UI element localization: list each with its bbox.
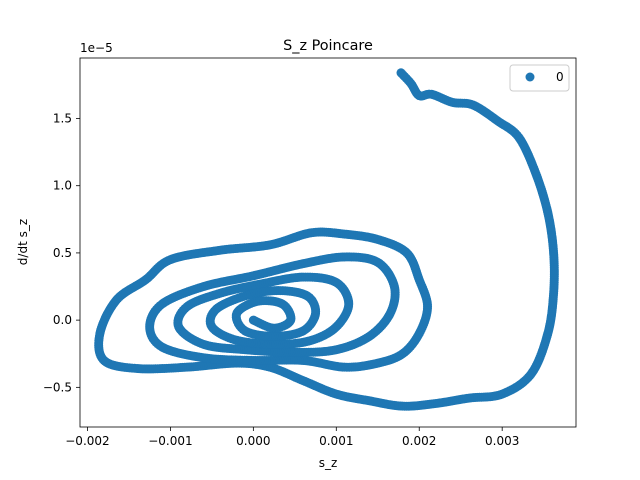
scatter-point (248, 315, 258, 325)
legend: 0 (509, 64, 570, 92)
y-tick-label: 0.5 (53, 246, 72, 260)
legend-box (509, 64, 570, 92)
legend-label: 0 (556, 70, 564, 84)
legend-marker (525, 72, 535, 82)
x-axis-ticks: −0.002 −0.001 0.000 0.001 0.002 0.003 (65, 427, 519, 448)
chart-title: S_z Poincare (283, 38, 373, 54)
x-tick-label: 0.001 (319, 434, 353, 448)
y-tick-label: 1.5 (53, 111, 72, 125)
x-tick-label: 0.002 (402, 434, 436, 448)
x-axis-title: s_z (319, 456, 338, 470)
x-tick-label: 0.000 (236, 434, 270, 448)
x-tick-label: 0.003 (485, 434, 519, 448)
y-axis-offset-text: 1e−5 (80, 41, 113, 55)
plot-frame (79, 57, 577, 428)
x-tick-label: −0.002 (65, 434, 109, 448)
y-tick-label: −0.5 (43, 380, 72, 394)
scatter-series-0 (94, 68, 559, 411)
y-tick-label: 0.0 (53, 313, 72, 327)
y-axis-title: d/dt s_z (16, 219, 30, 265)
y-tick-label: 1.0 (53, 179, 72, 193)
x-tick-label: −0.001 (148, 434, 192, 448)
y-axis-ticks: −0.5 0.0 0.5 1.0 1.5 (43, 111, 80, 394)
